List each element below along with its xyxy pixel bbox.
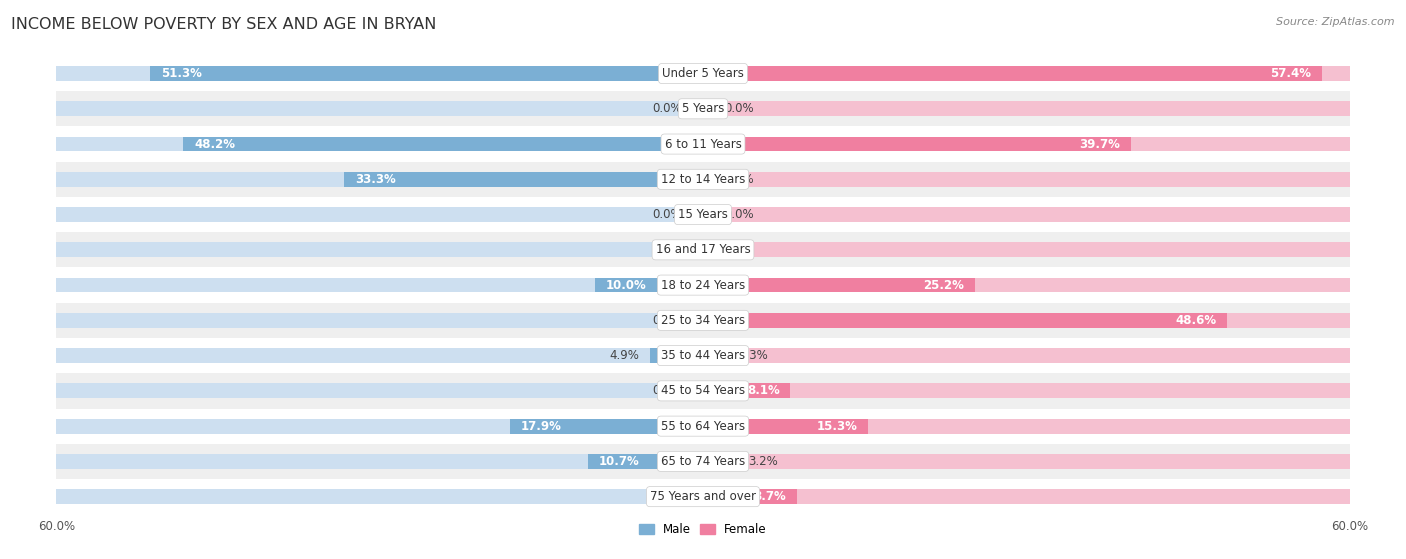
Text: 0.0%: 0.0% — [652, 102, 682, 115]
Text: Source: ZipAtlas.com: Source: ZipAtlas.com — [1277, 17, 1395, 27]
Bar — [703, 489, 797, 504]
Bar — [56, 409, 1350, 444]
Text: 0.0%: 0.0% — [652, 208, 682, 221]
Bar — [183, 136, 703, 151]
Text: 8.1%: 8.1% — [747, 385, 779, 397]
Bar — [56, 348, 703, 363]
Text: 48.2%: 48.2% — [194, 138, 235, 150]
Text: 75 Years and over: 75 Years and over — [650, 490, 756, 503]
Bar — [56, 162, 1350, 197]
Bar — [703, 136, 1350, 151]
Text: 0.0%: 0.0% — [652, 243, 682, 257]
Bar — [56, 338, 1350, 373]
Bar — [703, 313, 1227, 328]
Text: 0.0%: 0.0% — [724, 102, 754, 115]
Text: 10.7%: 10.7% — [599, 455, 640, 468]
Text: 55 to 64 Years: 55 to 64 Years — [661, 420, 745, 433]
Bar — [703, 172, 1350, 187]
Text: 15.3%: 15.3% — [817, 420, 858, 433]
Bar — [703, 348, 1350, 363]
Bar — [703, 207, 1350, 222]
Text: 4.9%: 4.9% — [610, 349, 640, 362]
Bar — [703, 454, 1350, 469]
Text: 51.3%: 51.3% — [160, 67, 201, 80]
Bar — [703, 419, 868, 434]
Bar — [703, 278, 1350, 292]
Bar — [56, 66, 703, 81]
Text: 57.4%: 57.4% — [1270, 67, 1310, 80]
Bar — [56, 489, 703, 504]
Bar — [703, 383, 790, 398]
Bar — [56, 267, 1350, 303]
Bar — [510, 419, 703, 434]
Text: 3.2%: 3.2% — [748, 455, 778, 468]
Text: 5 Years: 5 Years — [682, 102, 724, 115]
Text: 8.7%: 8.7% — [754, 490, 786, 503]
Text: 48.6%: 48.6% — [1175, 314, 1216, 327]
Text: 0.0%: 0.0% — [724, 173, 754, 186]
Text: 33.3%: 33.3% — [354, 173, 395, 186]
Bar — [56, 313, 703, 328]
Text: 10.0%: 10.0% — [606, 278, 647, 292]
Bar — [56, 101, 703, 116]
Bar — [56, 454, 703, 469]
Bar — [150, 66, 703, 81]
Text: 12 to 14 Years: 12 to 14 Years — [661, 173, 745, 186]
Bar — [56, 303, 1350, 338]
Bar — [56, 207, 703, 222]
Text: 16 and 17 Years: 16 and 17 Years — [655, 243, 751, 257]
Bar — [344, 172, 703, 187]
Bar — [56, 232, 1350, 267]
Text: 35 to 44 Years: 35 to 44 Years — [661, 349, 745, 362]
Text: Under 5 Years: Under 5 Years — [662, 67, 744, 80]
Text: 0.0%: 0.0% — [652, 314, 682, 327]
Text: INCOME BELOW POVERTY BY SEX AND AGE IN BRYAN: INCOME BELOW POVERTY BY SEX AND AGE IN B… — [11, 17, 437, 32]
Text: 0.0%: 0.0% — [652, 385, 682, 397]
Text: 65 to 74 Years: 65 to 74 Years — [661, 455, 745, 468]
Bar — [595, 278, 703, 292]
Bar — [56, 278, 703, 292]
Text: 45 to 54 Years: 45 to 54 Years — [661, 385, 745, 397]
Bar — [56, 172, 703, 187]
Bar — [56, 419, 703, 434]
Bar — [56, 91, 1350, 126]
Text: 6 to 11 Years: 6 to 11 Years — [665, 138, 741, 150]
Text: 0.0%: 0.0% — [724, 208, 754, 221]
Text: 25 to 34 Years: 25 to 34 Years — [661, 314, 745, 327]
Bar — [588, 454, 703, 469]
Text: 15 Years: 15 Years — [678, 208, 728, 221]
Bar — [56, 479, 1350, 514]
Text: 17.9%: 17.9% — [520, 420, 562, 433]
Text: 0.0%: 0.0% — [724, 243, 754, 257]
Bar — [703, 136, 1130, 151]
Bar — [56, 56, 1350, 91]
Bar — [703, 454, 738, 469]
Bar — [56, 136, 703, 151]
Bar — [56, 373, 1350, 409]
Bar — [703, 313, 1350, 328]
Bar — [703, 66, 1350, 81]
Bar — [650, 348, 703, 363]
Text: 2.3%: 2.3% — [738, 349, 768, 362]
Bar — [703, 101, 1350, 116]
Bar — [56, 126, 1350, 162]
Bar — [56, 243, 703, 257]
Bar — [56, 444, 1350, 479]
Text: 0.0%: 0.0% — [652, 490, 682, 503]
Bar — [703, 348, 728, 363]
Text: 25.2%: 25.2% — [922, 278, 965, 292]
Text: 18 to 24 Years: 18 to 24 Years — [661, 278, 745, 292]
Bar — [703, 243, 1350, 257]
Text: 39.7%: 39.7% — [1080, 138, 1121, 150]
Bar — [703, 66, 1322, 81]
Bar — [703, 489, 1350, 504]
Bar — [703, 278, 974, 292]
Bar — [56, 383, 703, 398]
Bar — [703, 419, 1350, 434]
Legend: Male, Female: Male, Female — [634, 518, 772, 541]
Bar — [703, 383, 1350, 398]
Bar — [56, 197, 1350, 232]
